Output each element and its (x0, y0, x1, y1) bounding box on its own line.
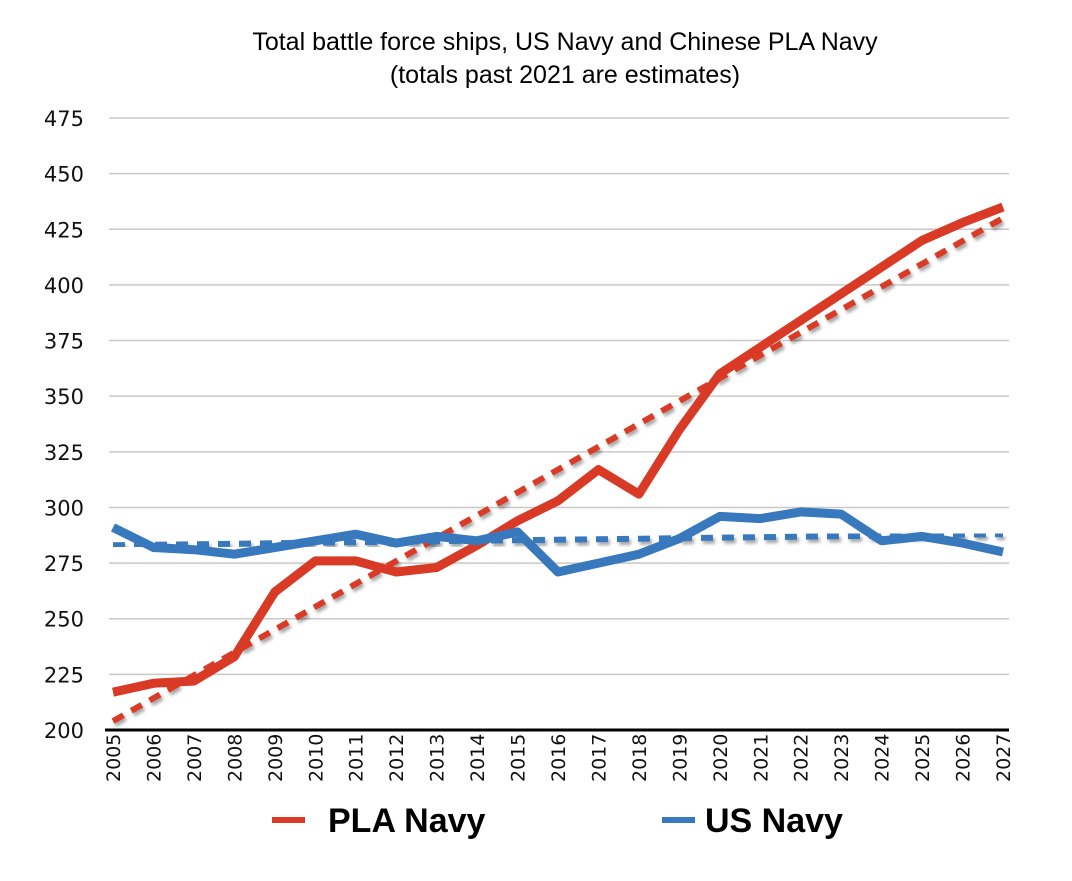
x-tick-label: 2027 (993, 734, 1015, 782)
x-tick-label: 2012 (386, 734, 408, 782)
trendline-us (112, 531, 1004, 549)
x-tick-label: 2013 (427, 734, 449, 782)
y-tick-label: 275 (44, 552, 84, 576)
x-axis-ticks: 2005 2006 2007 2008 2009 2010 2011 2012 2013 2014… (103, 734, 1015, 782)
x-tick-label: 2005 (103, 734, 125, 782)
y-tick-label: 325 (44, 441, 84, 465)
y-tick-label: 200 (44, 719, 84, 743)
x-tick-label: 2020 (710, 734, 732, 782)
y-tick-label: 375 (44, 330, 84, 354)
x-tick-label: 2016 (548, 734, 570, 782)
legend: PLA Navy US Navy (272, 802, 843, 840)
x-tick-label: 2023 (831, 734, 853, 782)
x-tick-label: 2014 (467, 734, 489, 782)
x-tick-label: 2009 (265, 734, 287, 782)
x-tick-label: 2010 (305, 734, 327, 782)
x-tick-label: 2019 (669, 734, 691, 782)
x-tick-label: 2024 (872, 734, 894, 782)
y-tick-label: 250 (44, 608, 84, 632)
x-tick-label: 2007 (184, 734, 206, 782)
x-tick-label: 2021 (750, 734, 772, 782)
y-tick-label: 225 (44, 663, 84, 687)
x-tick-label: 2011 (346, 734, 368, 782)
gridlines (109, 117, 1009, 676)
legend-label-us: US Navy (705, 802, 843, 840)
x-tick-label: 2026 (953, 734, 975, 782)
y-tick-label: 300 (44, 496, 84, 520)
x-tick-label: 2006 (143, 734, 165, 782)
x-tick-label: 2017 (588, 734, 610, 782)
y-axis-ticks: 200 225 250 275 300 325 350 375 400 425 450 475 (44, 107, 84, 743)
series-line-us (111, 507, 1004, 577)
chart-subtitle: (totals past 2021 are estimates) (390, 61, 740, 89)
x-tick-label: 2025 (912, 734, 934, 782)
y-tick-label: 400 (44, 274, 84, 298)
x-tick-label: 2018 (629, 734, 651, 782)
x-tick-label: 2015 (508, 734, 530, 782)
y-tick-label: 475 (44, 107, 84, 131)
x-tick-label: 2022 (791, 734, 813, 782)
y-tick-label: 350 (44, 385, 84, 409)
x-tick-label: 2008 (224, 734, 246, 782)
series-lines (111, 202, 1005, 697)
chart-title: Total battle force ships, US Navy and Ch… (252, 28, 878, 56)
trendlines (111, 215, 1005, 724)
trendline-pla (111, 215, 1005, 724)
y-tick-label: 425 (44, 218, 84, 242)
legend-label-pla: PLA Navy (328, 802, 486, 840)
y-tick-label: 450 (44, 163, 84, 187)
series-line-pla (112, 202, 1005, 697)
